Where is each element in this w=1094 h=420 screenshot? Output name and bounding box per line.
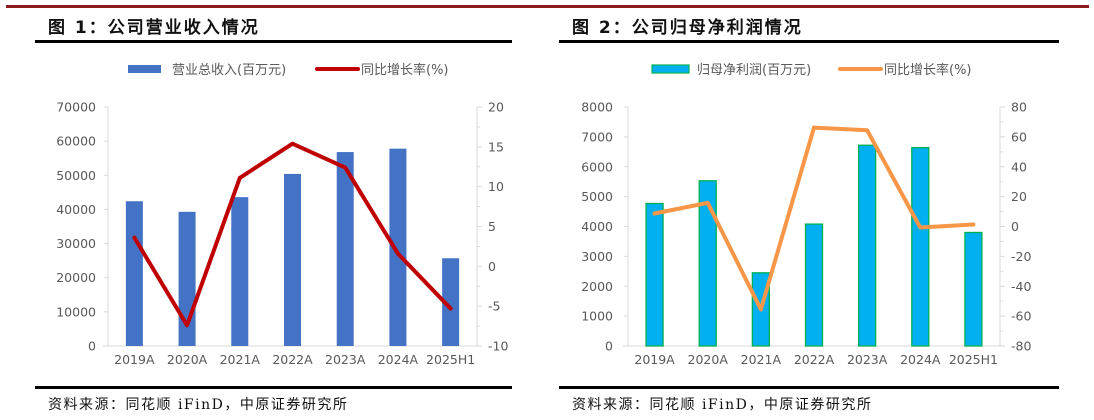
- bar: [442, 258, 460, 346]
- header-accent-line: [6, 5, 1089, 8]
- left-tick-label: 6000: [581, 159, 613, 174]
- figure-1-source: 资料来源：同花顺 iFinD，中原证券研究所: [48, 397, 349, 413]
- x-tick-label: 2021A: [741, 352, 782, 367]
- x-tick-label: 2024A: [900, 352, 941, 367]
- bar: [231, 197, 249, 346]
- right-tick-label: 10: [488, 179, 504, 194]
- right-tick-label: -60: [1011, 309, 1031, 324]
- legend-line-label: 同比增长率(%): [884, 62, 972, 78]
- growth-rate-line: [652, 125, 976, 312]
- legend-line-label: 同比增长率(%): [361, 62, 449, 78]
- right-tick-label: -40: [1011, 279, 1031, 294]
- figure-1-source-rule: [35, 386, 512, 389]
- left-tick-label: 60000: [56, 134, 96, 149]
- legend-bar-label: 营业总收入(百万元): [172, 63, 286, 78]
- x-tick-label: 2021A: [220, 352, 261, 367]
- x-tick-label: 2023A: [847, 352, 888, 367]
- bar: [964, 231, 983, 347]
- right-tick-label: -80: [1011, 339, 1031, 354]
- right-tick-label: 5: [488, 219, 496, 234]
- figure-2-source: 资料来源：同花顺 iFinD，中原证券研究所: [572, 397, 873, 413]
- right-tick-label: 80: [1011, 100, 1027, 115]
- left-tick-label: 3000: [581, 249, 613, 264]
- x-tick-label: 2020A: [167, 352, 208, 367]
- growth-rate-line: [132, 141, 453, 328]
- figure-2-source-rule: [559, 386, 1059, 389]
- left-tick-label: 0: [88, 339, 96, 354]
- right-tick-label: 15: [488, 139, 504, 154]
- bar: [284, 173, 301, 346]
- bar: [336, 152, 354, 346]
- figure-2-title: 图 2：公司归母净利润情况: [572, 18, 803, 38]
- legend: 营业总收入(百万元) 同比增长率(%): [128, 62, 449, 78]
- left-tick-label: 5000: [581, 189, 613, 204]
- left-tick-label: 20000: [56, 270, 96, 285]
- x-tick-label: 2019A: [634, 352, 675, 367]
- figure-2-title-rule: [559, 40, 1059, 43]
- bar: [389, 148, 407, 346]
- figure-1-chart: 营业总收入(百万元) 同比增长率(%) 0 10000 20000 30000 40000 5…: [56, 62, 508, 367]
- left-tick-label: 70000: [56, 100, 96, 115]
- right-tick-label: 40: [1011, 159, 1027, 174]
- right-tick-label: 20: [488, 100, 504, 115]
- right-tick-label: -10: [488, 339, 508, 354]
- left-tick-label: 2000: [581, 279, 613, 294]
- legend: 归母净利润(百万元) 同比增长率(%): [651, 62, 972, 78]
- right-tick-label: 0: [488, 259, 496, 274]
- x-tick-label: 2024A: [378, 352, 419, 367]
- left-tick-label: 7000: [581, 129, 613, 144]
- left-tick-label: 30000: [56, 236, 96, 251]
- bar: [804, 223, 824, 347]
- bar: [911, 146, 930, 347]
- bar: [857, 144, 877, 347]
- figure-1-title-rule: [35, 40, 512, 43]
- bar: [698, 180, 717, 347]
- right-tick-label: 20: [1011, 189, 1027, 204]
- bar: [645, 202, 664, 347]
- x-tick-label: 2023A: [325, 352, 366, 367]
- x-tick-label: 2025H1: [949, 352, 998, 367]
- legend-bar-label: 归母净利润(百万元): [697, 63, 811, 78]
- left-tick-label: 0: [605, 339, 613, 354]
- left-tick-label: 50000: [56, 168, 96, 183]
- x-tick-label: 2022A: [794, 352, 835, 367]
- x-tick-label: 2019A: [114, 352, 155, 367]
- left-tick-label: 10000: [56, 304, 96, 319]
- bar: [125, 201, 143, 346]
- legend-bar-swatch: [651, 64, 690, 74]
- right-tick-label: 60: [1011, 129, 1027, 144]
- figure-2-chart: 归母净利润(百万元) 同比增长率(%) 0 1000 2000 3000 4000 5000 6…: [581, 62, 1031, 367]
- left-tick-label: 4000: [581, 219, 613, 234]
- figure-1-title: 图 1：公司营业收入情况: [48, 18, 260, 38]
- left-tick-label: 8000: [581, 100, 613, 115]
- x-tick-label: 2025H1: [426, 352, 475, 367]
- right-tick-label: -5: [488, 299, 500, 314]
- left-tick-label: 40000: [56, 202, 96, 217]
- left-tick-label: 1000: [581, 309, 613, 324]
- x-tick-label: 2020A: [688, 352, 729, 367]
- legend-bar-swatch: [128, 65, 161, 73]
- x-tick-label: 2022A: [272, 352, 313, 367]
- right-tick-label: -20: [1011, 249, 1031, 264]
- right-tick-label: 0: [1011, 219, 1019, 234]
